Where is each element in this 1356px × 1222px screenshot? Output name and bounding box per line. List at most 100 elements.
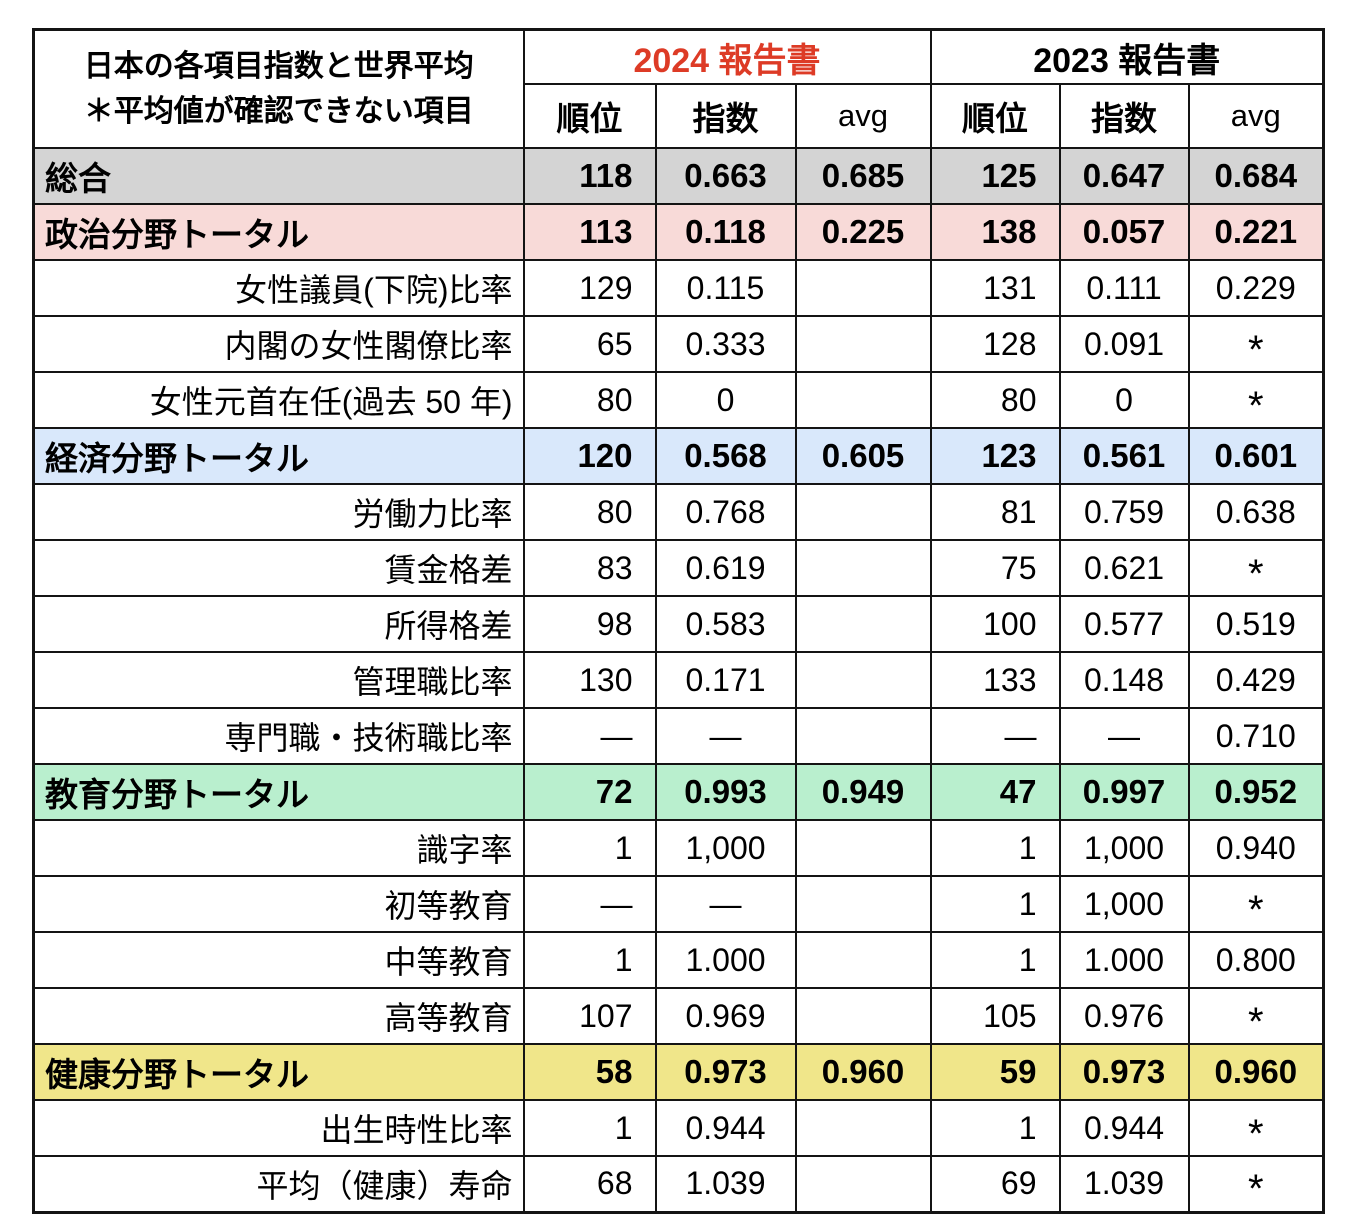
cell-2024-rank: 58 <box>522 1043 657 1101</box>
cell-2023-rank: 69 <box>929 1155 1061 1213</box>
cell-2024-avg <box>794 315 932 373</box>
row-label: 内閣の女性閣僚比率 <box>32 315 525 373</box>
cell-2023-index: 0.944 <box>1058 1099 1190 1157</box>
cell-2024-index: 0.944 <box>654 1099 797 1157</box>
cell-2024-avg <box>794 931 932 989</box>
cell-2024-rank: 1 <box>522 1099 657 1157</box>
cell-2023-avg: 0.221 <box>1187 203 1325 261</box>
column-group-2023-report: 2023 報告書 <box>929 28 1325 85</box>
cell-2024-index: 1.000 <box>654 931 797 989</box>
cell-2024-index: 0.568 <box>654 427 797 485</box>
cell-2023-avg: * <box>1187 539 1325 597</box>
row-label: 高等教育 <box>32 987 525 1045</box>
table-row: 出生時性比率 1 0.944 1 0.944 * <box>32 1099 1325 1157</box>
cell-2024-avg <box>794 259 932 317</box>
cell-2023-rank: 1 <box>929 819 1061 877</box>
row-label: 教育分野トータル <box>32 763 525 821</box>
cell-2024-avg <box>794 595 932 653</box>
cell-2023-index: 0 <box>1058 371 1190 429</box>
cell-2023-rank: 75 <box>929 539 1061 597</box>
row-label: 総合 <box>32 147 525 205</box>
gender-gap-index-table: 日本の各項目指数と世界平均 ＊平均値が確認できない項目 2024 報告書 202… <box>32 28 1326 1214</box>
cell-2023-avg: 0.229 <box>1187 259 1325 317</box>
section-total-row: 経済分野トータル 120 0.568 0.605 123 0.561 0.601 <box>32 427 1325 485</box>
cell-2024-index: — <box>654 875 797 933</box>
cell-2024-index: 0.171 <box>654 651 797 709</box>
header-sub-row: 順位 指数 avg 順位 指数 avg <box>34 83 1325 149</box>
cell-2024-index: 1,000 <box>654 819 797 877</box>
cell-2024-rank: 83 <box>522 539 657 597</box>
cell-2023-rank: 1 <box>929 931 1061 989</box>
table-row: 専門職・技術職比率 — — — —0.710 <box>32 707 1325 765</box>
cell-2024-rank: 1 <box>522 819 657 877</box>
cell-2024-rank: 80 <box>522 371 657 429</box>
cell-2023-avg: 0.800 <box>1187 931 1325 989</box>
cell-2023-index: 1.039 <box>1058 1155 1190 1213</box>
cell-2023-avg: 0.710 <box>1187 707 1325 765</box>
cell-2024-rank: 1 <box>522 931 657 989</box>
row-label: 賃金格差 <box>32 539 525 597</box>
cell-2024-rank: — <box>522 707 657 765</box>
row-label: 初等教育 <box>32 875 525 933</box>
cell-2023-index: 0.973 <box>1058 1043 1190 1101</box>
table-row: 平均（健康）寿命 68 1.039 69 1.039 * <box>32 1155 1325 1213</box>
cell-2024-rank: 120 <box>522 427 657 485</box>
cell-2023-index: 1.000 <box>1058 931 1190 989</box>
cell-2023-rank: 59 <box>929 1043 1061 1101</box>
cell-2024-avg: 0.605 <box>794 427 932 485</box>
cell-2023-index: 0.759 <box>1058 483 1190 541</box>
cell-2024-avg <box>794 1099 932 1157</box>
cell-2024-rank: 113 <box>522 203 657 261</box>
row-label: 女性元首在任(過去 50 年) <box>32 371 525 429</box>
cell-2024-index: — <box>654 707 797 765</box>
cell-2023-rank: — <box>929 707 1061 765</box>
table-title-note: ＊平均値が確認できない項目 <box>83 95 474 128</box>
cell-2023-index: 0.976 <box>1058 987 1190 1045</box>
row-label: 労働力比率 <box>32 483 525 541</box>
cell-2024-avg <box>794 1155 932 1213</box>
cell-2024-avg: 0.949 <box>794 763 932 821</box>
cell-2024-avg <box>794 707 932 765</box>
cell-2024-index: 0.583 <box>654 595 797 653</box>
section-total-row: 教育分野トータル 72 0.993 0.949 47 0.997 0.952 <box>32 763 1325 821</box>
cell-2023-rank: 100 <box>929 595 1061 653</box>
cell-2024-avg <box>794 371 932 429</box>
cell-2024-avg: 0.225 <box>794 203 932 261</box>
cell-2024-index: 0.663 <box>654 147 797 205</box>
cell-2024-avg <box>794 875 932 933</box>
col-header-avg-2023: avg <box>1187 83 1325 149</box>
cell-2023-rank: 80 <box>929 371 1061 429</box>
table-row: 所得格差 98 0.583 100 0.577 0.519 <box>32 595 1325 653</box>
cell-2023-index: 0.621 <box>1058 539 1190 597</box>
cell-2024-rank: 118 <box>522 147 657 205</box>
cell-2023-rank: 81 <box>929 483 1061 541</box>
cell-2023-avg: 0.638 <box>1187 483 1325 541</box>
row-label: 政治分野トータル <box>32 203 525 261</box>
cell-2023-avg: 0.519 <box>1187 595 1325 653</box>
table-row: 賃金格差 83 0.619 75 0.621 * <box>32 539 1325 597</box>
cell-2023-index: 1,000 <box>1058 819 1190 877</box>
cell-2023-avg: * <box>1187 1099 1325 1157</box>
row-label: 識字率 <box>32 819 525 877</box>
cell-2023-rank: 131 <box>929 259 1061 317</box>
cell-2023-index: 0.091 <box>1058 315 1190 373</box>
cell-2023-index: 0.561 <box>1058 427 1190 485</box>
cell-2023-avg: 0.940 <box>1187 819 1325 877</box>
table-row: 女性議員(下院)比率 129 0.115 131 0.111 0.229 <box>32 259 1325 317</box>
cell-2023-rank: 133 <box>929 651 1061 709</box>
cell-2024-index: 0.118 <box>654 203 797 261</box>
cell-2023-rank: 105 <box>929 987 1061 1045</box>
cell-2023-rank: 138 <box>929 203 1061 261</box>
cell-2023-index: 0.647 <box>1058 147 1190 205</box>
cell-2023-index: 0.057 <box>1058 203 1190 261</box>
table-row: 労働力比率 80 0.768 81 0.759 0.638 <box>32 483 1325 541</box>
cell-2024-rank: 72 <box>522 763 657 821</box>
cell-2023-rank: 125 <box>929 147 1061 205</box>
cell-2024-index: 0.619 <box>654 539 797 597</box>
cell-2023-index: — <box>1058 707 1190 765</box>
cell-2023-index: 0.997 <box>1058 763 1190 821</box>
cell-2023-index: 0.111 <box>1058 259 1190 317</box>
table-row: 初等教育 — —1 1,000 * <box>32 875 1325 933</box>
section-total-row: 政治分野トータル 113 0.118 0.225 138 0.057 0.221 <box>32 203 1325 261</box>
